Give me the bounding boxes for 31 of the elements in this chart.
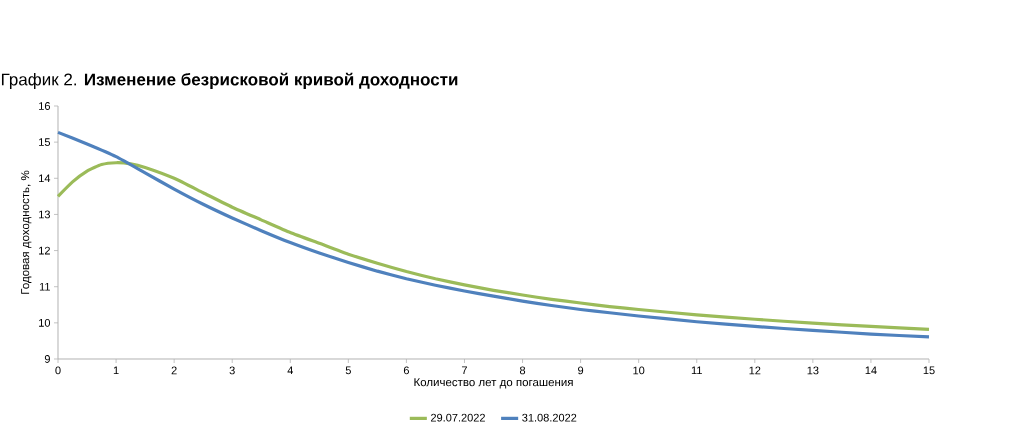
x-tick-label: 14 [865, 366, 877, 375]
chart-title: График 2. Изменение безрисковой кривой доходности [1, 72, 458, 89]
x-tick-label: 7 [461, 366, 467, 375]
legend-label: 31.08.2022 [522, 413, 577, 422]
x-tick-label: 13 [807, 366, 819, 375]
legend-label: 29.07.2022 [431, 413, 485, 422]
x-tick-label: 5 [345, 366, 351, 375]
y-tick-label: 11 [39, 282, 50, 291]
y-tick-label: 12 [39, 246, 50, 255]
x-tick-label: 15 [923, 366, 935, 375]
x-tick-label: 0 [55, 366, 61, 375]
x-tick-label: 2 [171, 366, 177, 375]
x-tick-label: 8 [519, 366, 526, 375]
x-axis-title: Количество лет до погашения [414, 378, 573, 389]
x-tick-label: 6 [403, 366, 409, 375]
x-tick-label: 9 [578, 366, 584, 375]
y-tick-label: 10 [39, 318, 51, 327]
x-tick-label: 4 [287, 366, 294, 375]
y-tick-label: 13 [39, 210, 50, 219]
x-tick-label: 1 [113, 366, 119, 375]
x-tick-label: 3 [229, 366, 235, 375]
line-series [56, 130, 931, 339]
y-tick-label: 9 [44, 355, 50, 363]
line-series [56, 161, 931, 331]
y-tick-label: 15 [39, 138, 51, 146]
x-tick-label: 12 [749, 366, 761, 375]
x-tick-label: 11 [691, 366, 702, 375]
x-tick-label: 10 [633, 366, 645, 375]
y-axis-title: Годовая доходность, % [21, 170, 32, 294]
y-tick-label: 16 [39, 102, 50, 110]
y-tick-label: 14 [39, 174, 51, 183]
